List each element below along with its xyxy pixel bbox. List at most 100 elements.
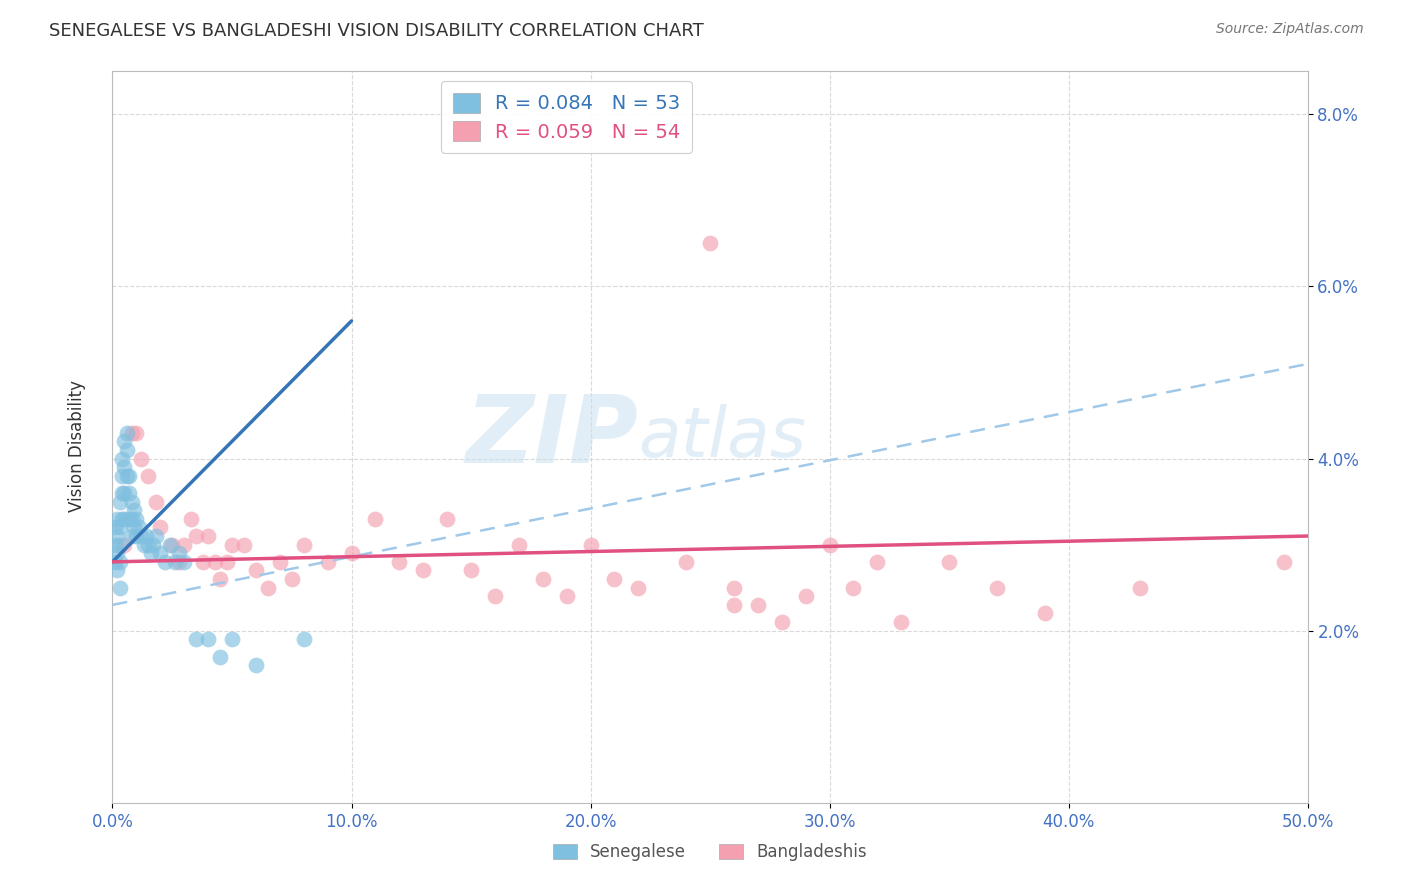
Point	[138, 538, 160, 552]
Point	[108, 538, 131, 552]
Point	[108, 494, 131, 508]
Point	[233, 538, 256, 552]
Point	[163, 555, 186, 569]
Point	[217, 555, 239, 569]
Point	[122, 520, 145, 534]
Point	[316, 555, 339, 569]
Point	[209, 649, 232, 664]
Point	[340, 546, 363, 560]
Point	[115, 468, 138, 483]
Legend: Senegalese, Bangladeshis: Senegalese, Bangladeshis	[547, 837, 873, 868]
Point	[159, 538, 181, 552]
Point	[579, 538, 602, 552]
Point	[121, 512, 143, 526]
Point	[132, 538, 155, 552]
Point	[747, 598, 769, 612]
Point	[173, 555, 195, 569]
Point	[138, 468, 160, 483]
Point	[818, 538, 841, 552]
Point	[108, 581, 131, 595]
Point	[114, 538, 135, 552]
Point	[125, 529, 148, 543]
Point	[145, 494, 167, 508]
Point	[114, 434, 135, 449]
Point	[105, 512, 128, 526]
Point	[1272, 555, 1295, 569]
Point	[105, 546, 128, 560]
Point	[531, 572, 554, 586]
Point	[269, 555, 291, 569]
Point	[104, 555, 127, 569]
Point	[186, 632, 208, 647]
Point	[842, 581, 865, 595]
Point	[129, 529, 152, 543]
Point	[108, 555, 131, 569]
Point	[104, 520, 127, 534]
Point	[125, 512, 148, 526]
Point	[890, 615, 912, 629]
Point	[135, 529, 157, 543]
Point	[111, 486, 134, 500]
Point	[125, 425, 148, 440]
Point	[245, 564, 267, 578]
Point	[153, 555, 176, 569]
Point	[122, 503, 145, 517]
Text: SENEGALESE VS BANGLADESHI VISION DISABILITY CORRELATION CHART: SENEGALESE VS BANGLADESHI VISION DISABIL…	[49, 22, 704, 40]
Point	[197, 632, 219, 647]
Point	[118, 512, 141, 526]
Point	[121, 494, 143, 508]
Text: ZIP: ZIP	[465, 391, 638, 483]
Point	[114, 486, 135, 500]
Point	[675, 555, 697, 569]
Point	[121, 529, 143, 543]
Point	[938, 555, 960, 569]
Point	[603, 572, 626, 586]
Point	[118, 486, 141, 500]
Point	[221, 632, 243, 647]
Point	[111, 451, 134, 466]
Point	[866, 555, 889, 569]
Point	[627, 581, 650, 595]
Text: Source: ZipAtlas.com: Source: ZipAtlas.com	[1216, 22, 1364, 37]
Point	[145, 529, 167, 543]
Point	[115, 425, 138, 440]
Point	[770, 615, 793, 629]
Point	[197, 529, 219, 543]
Point	[149, 546, 172, 560]
Point	[186, 529, 208, 543]
Point	[149, 520, 172, 534]
Point	[162, 538, 183, 552]
Point	[794, 589, 817, 603]
Point	[1033, 607, 1056, 621]
Point	[388, 555, 411, 569]
Point	[1129, 581, 1152, 595]
Point	[723, 581, 745, 595]
Point	[484, 589, 506, 603]
Point	[111, 468, 134, 483]
Point	[281, 572, 304, 586]
Point	[257, 581, 280, 595]
Point	[114, 460, 135, 475]
Point	[169, 546, 191, 560]
Point	[555, 589, 578, 603]
Point	[209, 572, 232, 586]
Point	[180, 512, 202, 526]
Point	[105, 529, 128, 543]
Point	[139, 546, 162, 560]
Point	[436, 512, 458, 526]
Point	[412, 564, 434, 578]
Point	[114, 512, 135, 526]
Point	[142, 538, 165, 552]
Point	[108, 520, 131, 534]
Point	[121, 425, 143, 440]
Point	[169, 555, 191, 569]
Point	[193, 555, 215, 569]
Point	[105, 564, 128, 578]
Point	[204, 555, 226, 569]
Point	[508, 538, 530, 552]
Point	[118, 468, 141, 483]
Point	[245, 658, 267, 673]
Point	[723, 598, 745, 612]
Point	[292, 632, 315, 647]
Point	[104, 538, 127, 552]
